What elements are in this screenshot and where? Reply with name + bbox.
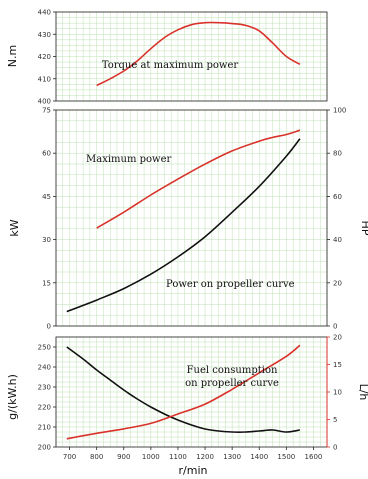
fuel-panel: 200 210 220 230 240 250 0 5 10 15 20 700 800 900 1000 1…	[38, 334, 342, 462]
x-tick-label: 1100	[169, 453, 187, 461]
max-power-annotation: Maximum power	[86, 154, 172, 165]
x-tick-label: 1200	[196, 453, 214, 461]
power-panel: 0 15 30 45 60 75 0 20 40 60 80 100	[42, 107, 346, 331]
power-y-axis-title: kW	[8, 219, 21, 236]
x-tick-label: 1600	[305, 453, 323, 461]
fuel-annotation-line2: on propeller curve	[185, 378, 279, 389]
y2-tick-label: 0	[333, 444, 337, 452]
torque-panel: 400 410 420 430 440	[38, 9, 328, 106]
y-tick-label: 400	[38, 98, 51, 106]
x-tick-label: 800	[90, 453, 103, 461]
y-tick-label: 430	[38, 31, 51, 39]
series-line-red-1	[66, 344, 301, 440]
y-tick-label: 240	[38, 364, 51, 372]
series-line-red-0	[96, 21, 301, 87]
x-tick-label: 900	[117, 453, 130, 461]
x-tick-label: 1300	[223, 453, 241, 461]
fuel-y2-axis-title: L/h	[357, 384, 368, 401]
y-tick-label: 410	[38, 75, 51, 83]
torque-y-axis-title: N.m	[6, 45, 19, 67]
y-tick-label: 220	[38, 404, 51, 412]
y-tick-label: 0	[47, 323, 51, 331]
x-tick-label: 700	[63, 453, 76, 461]
plot-frame	[55, 109, 328, 327]
fuel-annotation-line1: Fuel consumption	[187, 365, 278, 376]
series-line-black-1	[66, 138, 301, 313]
y-tick-label: 30	[42, 236, 51, 244]
y2-tick-label: 20	[333, 334, 342, 342]
x-tick-label: 1500	[277, 453, 295, 461]
x-tick-label: 1000	[142, 453, 160, 461]
fuel-y-axis-title: g/(kW.h)	[6, 374, 19, 420]
y-tick-label: 15	[42, 279, 51, 287]
y2-tick-label: 40	[333, 236, 342, 244]
y-tick-label: 420	[38, 53, 51, 61]
series-line-black-0	[66, 346, 301, 433]
propeller-power-annotation: Power on propeller curve	[166, 279, 295, 290]
series-line-red-0	[96, 129, 301, 229]
power-y2-axis-title: HP	[359, 221, 368, 236]
y-tick-label: 60	[42, 150, 51, 158]
y2-tick-label: 80	[333, 150, 342, 158]
y2-tick-label: 100	[333, 107, 346, 115]
y2-tick-label: 0	[333, 323, 337, 331]
x-tick-label: 1400	[250, 453, 268, 461]
y2-tick-label: 5	[333, 416, 337, 424]
y-tick-label: 75	[42, 107, 51, 115]
y-tick-label: 200	[38, 444, 51, 452]
y2-tick-label: 10	[333, 389, 342, 397]
y-tick-label: 45	[42, 193, 51, 201]
y2-tick-label: 20	[333, 279, 342, 287]
x-axis-title: r/min	[179, 464, 208, 477]
y2-tick-label: 60	[333, 193, 342, 201]
torque-annotation: Torque at maximum power	[102, 60, 239, 71]
y-tick-label: 210	[38, 424, 51, 432]
y-tick-label: 250	[38, 344, 51, 352]
y2-tick-label: 15	[333, 361, 342, 369]
y-tick-label: 440	[38, 9, 51, 17]
y-tick-label: 230	[38, 384, 51, 392]
